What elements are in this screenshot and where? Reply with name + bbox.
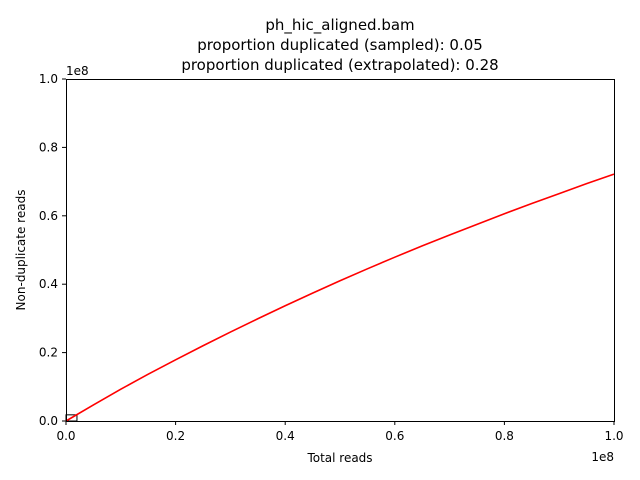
chart-title: ph_hic_aligned.bam xyxy=(265,16,414,35)
x-tick-label: 0.6 xyxy=(385,429,404,443)
plot-area xyxy=(65,173,615,422)
x-axis-label: Total reads xyxy=(306,451,372,465)
y-tick-label: 0.8 xyxy=(39,140,58,154)
x-offset-label: 1e8 xyxy=(591,450,614,464)
y-tick-label: 1.0 xyxy=(39,72,58,86)
plot-frame xyxy=(66,79,615,422)
y-axis-label: Non-duplicate reads xyxy=(14,190,28,311)
y-axis-ticks: 0.0 0.2 0.4 0.6 0.8 1.0 xyxy=(39,72,66,428)
y-tick-label: 0.0 xyxy=(39,414,58,428)
y-offset-label: 1e8 xyxy=(66,64,89,78)
y-tick-label: 0.2 xyxy=(39,346,58,360)
x-tick-label: 0.0 xyxy=(56,429,75,443)
x-tick-label: 0.8 xyxy=(495,429,514,443)
x-tick-label: 1.0 xyxy=(604,429,623,443)
x-tick-label: 0.4 xyxy=(276,429,295,443)
y-tick-label: 0.4 xyxy=(39,277,58,291)
chart-subtitle-extrapolated: proportion duplicated (extrapolated): 0.… xyxy=(181,56,498,74)
series-line-0 xyxy=(65,173,615,422)
x-axis-ticks: 0.0 0.2 0.4 0.6 0.8 1.0 xyxy=(56,421,624,443)
chart-subtitle-sampled: proportion duplicated (sampled): 0.05 xyxy=(197,36,483,54)
y-tick-label: 0.6 xyxy=(39,209,58,223)
x-tick-label: 0.2 xyxy=(166,429,185,443)
